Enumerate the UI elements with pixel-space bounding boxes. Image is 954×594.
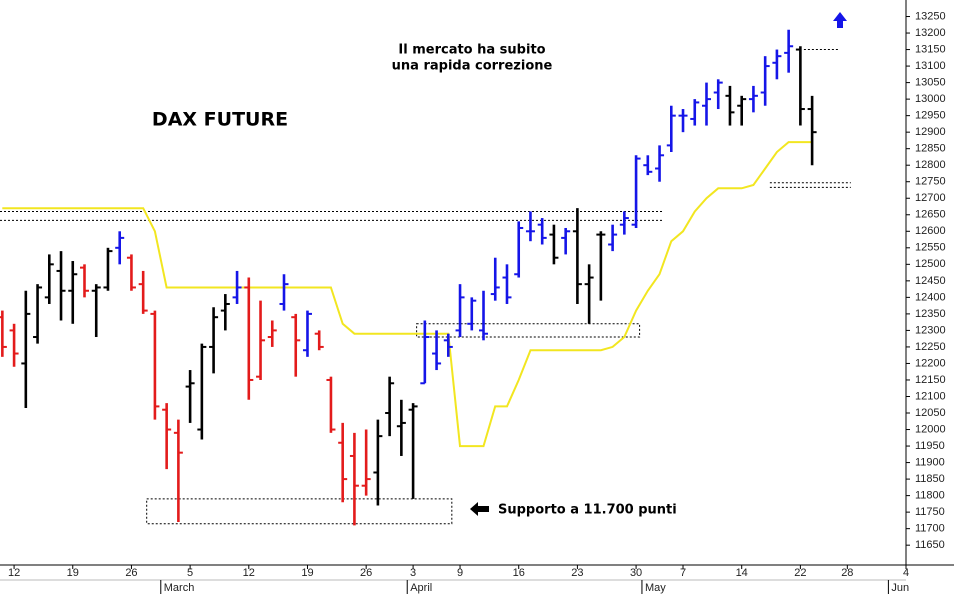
y-tick-label: 13150 (915, 43, 946, 55)
y-tick-label: 12350 (915, 308, 946, 320)
support-label: Supporto a 11.700 punti (498, 503, 677, 518)
y-tick-label: 12250 (915, 341, 946, 353)
month-label: April (410, 582, 432, 594)
x-tick-label: 9 (457, 567, 463, 579)
y-tick-label: 12550 (915, 242, 946, 254)
trail-line (2, 141, 813, 448)
level-box (416, 323, 641, 338)
x-tick-label: 28 (841, 567, 853, 579)
y-tick-label: 12700 (915, 192, 946, 204)
y-tick-label: 13250 (915, 10, 946, 22)
y-tick-label: 11650 (915, 539, 945, 551)
y-tick-label: 12050 (915, 407, 946, 419)
y-tick-label: 12200 (915, 357, 946, 369)
month-label: May (645, 582, 666, 594)
y-tick-label: 11950 (915, 440, 945, 452)
y-tick-label: 13000 (915, 93, 946, 105)
level-box (146, 498, 453, 525)
y-tick-label: 12500 (915, 258, 946, 270)
month-label: Jun (891, 582, 909, 594)
y-tick-label: 12950 (915, 110, 946, 122)
x-tick-label: 4 (903, 567, 909, 579)
month-label: March (164, 582, 195, 594)
y-tick-label: 12650 (915, 209, 946, 221)
y-tick-label: 12000 (915, 423, 946, 435)
x-tick-label: 23 (571, 567, 583, 579)
x-tick-label: 12 (8, 567, 20, 579)
y-tick-label: 13200 (915, 27, 946, 39)
x-tick-label: 16 (513, 567, 525, 579)
x-tick-label: 19 (301, 567, 313, 579)
y-tick-label: 12150 (915, 374, 946, 386)
annotation: una rapida correzione (392, 59, 553, 74)
y-tick-label: 11800 (915, 490, 945, 502)
y-tick-label: 12450 (915, 275, 946, 287)
arrow-up (833, 12, 847, 28)
y-tick-label: 12100 (915, 390, 946, 402)
x-tick-label: 5 (187, 567, 193, 579)
x-tick-label: 30 (630, 567, 642, 579)
y-tick-label: 11850 (915, 473, 945, 485)
annotation: Il mercato ha subito (398, 43, 545, 58)
y-tick-label: 12900 (915, 126, 946, 138)
y-tick-label: 13100 (915, 60, 946, 72)
x-tick-label: 26 (360, 567, 372, 579)
x-tick-label: 7 (680, 567, 686, 579)
y-tick-label: 11750 (915, 506, 945, 518)
x-tick-label: 19 (67, 567, 79, 579)
y-tick-label: 11900 (915, 456, 945, 468)
y-tick-label: 12600 (915, 225, 946, 237)
x-tick-label: 26 (125, 567, 137, 579)
x-tick-label: 22 (794, 567, 806, 579)
y-tick-label: 11700 (915, 523, 945, 535)
y-tick-label: 12850 (915, 143, 946, 155)
x-tick-label: 14 (736, 567, 748, 579)
y-tick-label: 12750 (915, 176, 946, 188)
y-tick-label: 12800 (915, 159, 946, 171)
y-tick-label: 13050 (915, 77, 946, 89)
x-tick-label: 12 (243, 567, 255, 579)
y-tick-label: 12400 (915, 291, 946, 303)
y-tick-label: 12300 (915, 324, 946, 336)
x-tick-label: 3 (410, 567, 416, 579)
arrow-left (470, 502, 489, 516)
chart-title: DAX FUTURE (152, 109, 288, 131)
